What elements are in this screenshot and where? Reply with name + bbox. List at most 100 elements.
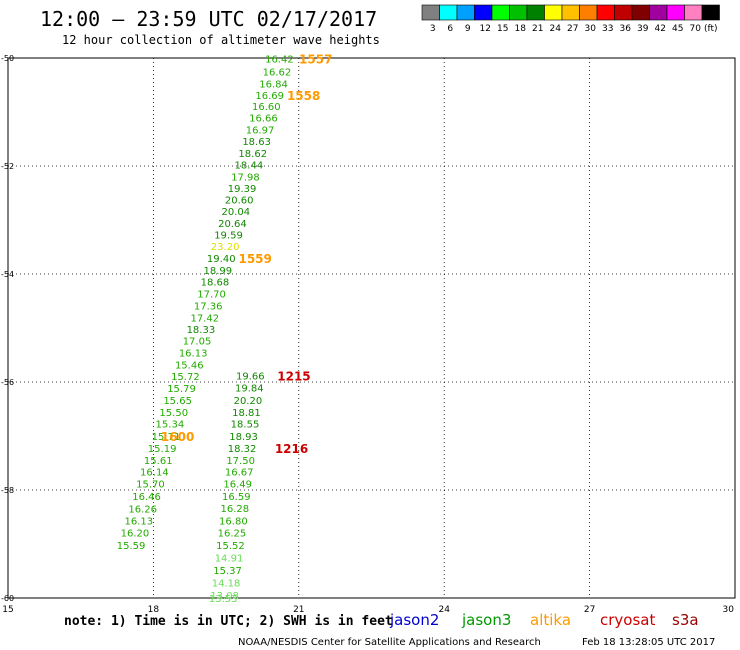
wave-height-value: 16.42 <box>265 55 294 66</box>
pass-number-label: 1559 <box>238 252 271 266</box>
wave-height-value: 16.69 <box>255 91 284 102</box>
wave-height-value: 19.84 <box>235 383 264 394</box>
satellite-legend-item: jason3 <box>461 611 511 629</box>
wave-height-value: 15.50 <box>159 408 188 419</box>
scale-label: 18 <box>515 24 527 34</box>
wave-height-value: 20.20 <box>234 396 263 407</box>
scale-label: 27 <box>567 24 578 34</box>
pass-number-label: 1600 <box>161 430 194 444</box>
wave-height-value: 14.18 <box>212 578 241 589</box>
satellite-legend-item: jason2 <box>389 611 439 629</box>
wave-height-value: 19.66 <box>236 372 265 383</box>
scale-label: 30 <box>585 24 597 34</box>
satellite-legend: jason2 jason3 altika cryosat s3a <box>389 611 699 629</box>
wave-height-value: 18.55 <box>231 420 260 431</box>
wave-height-value: 20.60 <box>225 196 254 207</box>
wave-height-value: 18.93 <box>229 432 258 443</box>
scale-swatch <box>666 4 685 21</box>
wave-height-value: 15.79 <box>167 384 196 395</box>
wave-height-color-scale: 3 6 9 12 15 18 21 24 27 30 33 36 39 42 45 70 (ft) <box>421 4 720 34</box>
scale-swatch <box>701 4 720 21</box>
footer-note: note: 1) Time is in UTC; 2) SWH is in fe… <box>64 614 393 629</box>
wave-height-value: 17.42 <box>190 313 219 324</box>
wave-height-value: 19.59 <box>214 231 243 242</box>
wave-height-value: 16.67 <box>225 468 254 479</box>
wave-height-value: 18.63 <box>242 137 271 148</box>
wave-height-value: 18.62 <box>238 149 267 160</box>
wave-height-value: 16.26 <box>128 504 157 515</box>
pass-number-label: 1557 <box>299 53 332 67</box>
satellite-legend-item: altika <box>530 611 571 629</box>
y-tick-label: -56 <box>1 378 14 387</box>
wave-height-value: 16.49 <box>223 480 252 491</box>
scale-label: 6 <box>447 24 453 34</box>
scale-label: 45 <box>672 24 683 34</box>
wave-height-value: 16.28 <box>221 504 250 515</box>
wave-height-value: 16.80 <box>219 516 248 527</box>
wave-height-value: 17.70 <box>197 290 226 301</box>
x-tick-label: 27 <box>584 605 595 615</box>
scale-swatch <box>631 4 650 21</box>
scale-unit: (ft) <box>704 24 718 34</box>
y-tick-label: -52 <box>1 162 14 171</box>
pass-number-label: 1215 <box>277 370 310 384</box>
wave-height-value: 15.37 <box>213 566 242 577</box>
wave-height-value: 18.99 <box>204 266 233 277</box>
plot-area: -50-52-54-56-58-60 15 18 21 24 27 30 16.4216.… <box>1 53 736 615</box>
scale-label: 3 <box>430 24 436 34</box>
wave-height-value: 16.84 <box>259 79 288 90</box>
x-tick-label: 18 <box>148 605 160 615</box>
wave-height-value: 16.62 <box>263 68 292 79</box>
scale-label: 39 <box>637 24 649 34</box>
wave-height-value: 16.97 <box>246 125 275 136</box>
wave-height-value: 15.65 <box>163 396 192 407</box>
scale-swatch <box>421 4 440 21</box>
y-tick-labels: -50 -52 -54 -56 -58 -60 <box>1 54 14 603</box>
scale-swatch <box>544 4 563 21</box>
scale-swatch <box>439 4 458 21</box>
wave-height-value: 19.40 <box>207 254 236 265</box>
satellite-legend-item: cryosat <box>600 611 655 629</box>
scale-label: 33 <box>602 24 613 34</box>
scale-label: 9 <box>465 24 471 34</box>
footer-timestamp: Feb 18 13:28:05 UTC 2017 <box>582 637 715 648</box>
wave-height-value: 17.05 <box>183 337 212 348</box>
scale-label: 12 <box>480 24 491 34</box>
wave-height-value: 16.20 <box>121 529 150 540</box>
scale-swatch <box>561 4 580 21</box>
scale-swatch <box>596 4 615 21</box>
y-tick-label: -60 <box>1 594 14 603</box>
wave-height-value: 18.44 <box>235 160 264 171</box>
wave-height-value: 18.68 <box>201 278 230 289</box>
wave-height-value: 14.91 <box>215 554 244 565</box>
scale-label: 42 <box>655 24 666 34</box>
x-tick-labels: 15 18 21 24 27 30 <box>2 605 734 615</box>
scale-label: 70 <box>690 24 702 34</box>
wave-height-value: 16.13 <box>179 348 208 359</box>
wave-height-value: 15.70 <box>136 480 165 491</box>
x-tick-label: 15 <box>2 605 13 615</box>
wave-height-value: 15.71 <box>152 432 181 443</box>
x-tick-label: 24 <box>438 605 450 615</box>
pass-number-label: 1558 <box>287 89 320 103</box>
wave-height-value: 15.61 <box>144 456 173 467</box>
wave-height-value: 16.60 <box>252 102 281 113</box>
wave-height-value: 15.72 <box>171 372 200 383</box>
y-tick-label: -54 <box>1 270 14 279</box>
wave-height-value: 20.64 <box>218 219 247 230</box>
chart-subtitle: 12 hour collection of altimeter wave hei… <box>62 33 380 47</box>
wave-height-value: 15.52 <box>216 541 245 552</box>
wave-height-value: 20.04 <box>221 207 250 218</box>
scale-label: 24 <box>550 24 562 34</box>
scale-label: 21 <box>532 24 543 34</box>
scale-swatch <box>614 4 633 21</box>
wave-height-value: 18.33 <box>187 325 216 336</box>
satellite-legend-item: s3a <box>672 611 699 629</box>
wave-height-value: 23.20 <box>211 242 240 253</box>
wave-height-value: 16.66 <box>249 113 278 124</box>
wave-height-value: 17.50 <box>226 456 255 467</box>
wave-height-value: 18.32 <box>228 444 257 455</box>
wave-height-value: 19.39 <box>228 184 257 195</box>
scale-swatch <box>509 4 528 21</box>
